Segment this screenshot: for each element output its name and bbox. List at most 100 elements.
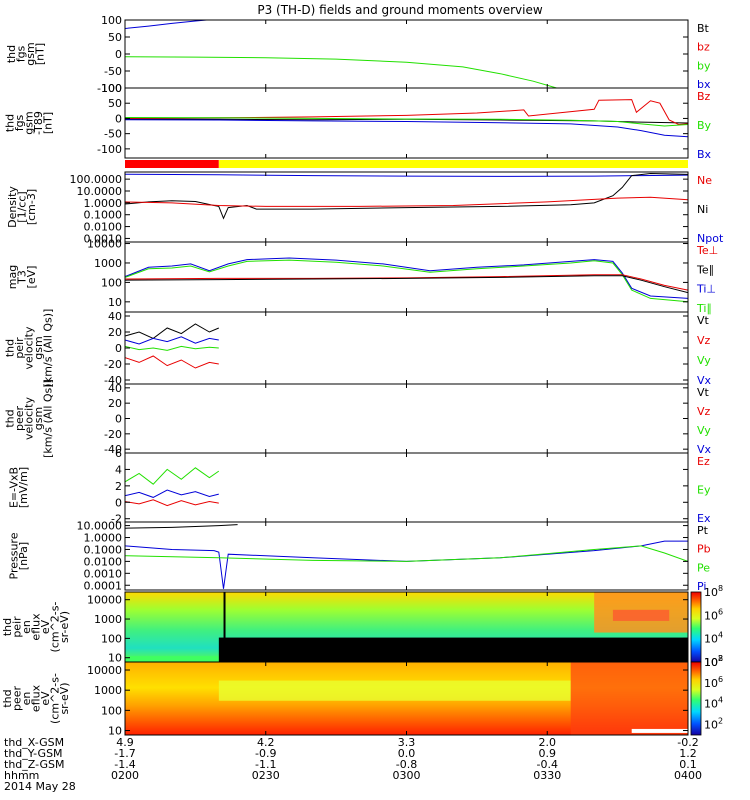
colorbar-tick-exponent: 4 bbox=[718, 696, 723, 705]
colorbar-tick-base: 10 bbox=[704, 633, 718, 646]
colorbar-tick-base: 10 bbox=[704, 719, 718, 732]
colorbar-tick-label-2: 104 bbox=[704, 631, 723, 646]
legend-peir_velocity: Vt Vz Vy Vx bbox=[697, 314, 712, 387]
y-tick-label-fgs_gsm_t89-3: -50 bbox=[104, 128, 122, 141]
x-axis-value-1-4: 1.2 bbox=[679, 747, 697, 760]
y-tick-label-pressure-3: 0.0100 bbox=[84, 555, 123, 568]
legend-entry-peer_velocity-1: Vz bbox=[697, 405, 711, 418]
legend-efield: Ez Ey Ex bbox=[697, 455, 711, 525]
series-line-temperature-3 bbox=[125, 275, 688, 294]
y-tick-label-fgs_gsm_t89-2: 0 bbox=[115, 112, 122, 125]
heatmap-noise-floor bbox=[218, 637, 688, 662]
legend-entry-peir_velocity-3: Vx bbox=[697, 374, 712, 387]
legend-entry-pressure-3: Pi bbox=[697, 580, 706, 593]
y-axis-label-line-peer_en_eflux-4: eV bbox=[39, 691, 52, 706]
heatmap-mid-band bbox=[218, 680, 571, 701]
y-axis-label-line-efield-1: [mV/m] bbox=[17, 467, 30, 508]
y-axis-label-line-peer_en_eflux-3: eflux bbox=[30, 684, 43, 712]
y-axis-label-line-pressure-1: [nPa] bbox=[17, 542, 30, 570]
legend-entry-fgs_gsm-1: bz bbox=[697, 41, 710, 54]
heatmap-peir_en_eflux bbox=[125, 592, 688, 662]
colorbar-tick-base: 10 bbox=[704, 656, 718, 669]
x-axis-value-2-2: -0.8 bbox=[396, 758, 417, 771]
chart-title: P3 (TH-D) fields and ground moments over… bbox=[257, 3, 542, 17]
colorbar-tick-base: 10 bbox=[704, 677, 718, 690]
y-ticks-fgs_gsm: 100 50 0 -50 -100 bbox=[97, 14, 688, 95]
y-axis-label-line-peer_velocity-2: velocity bbox=[23, 397, 36, 440]
colorbar-tick-exponent: 2 bbox=[718, 654, 723, 663]
series-line-peir_velocity-2 bbox=[125, 345, 219, 351]
y-axis-label-line-peir_velocity-2: velocity bbox=[23, 326, 36, 369]
x-axis-value-0-2: 3.3 bbox=[398, 736, 416, 749]
y-axis-label-line-peer_velocity-0: thd bbox=[4, 409, 17, 427]
panel-frame bbox=[124, 171, 689, 243]
y-axis-label-line-peer_velocity-1: peer bbox=[13, 406, 26, 432]
y-tick-label-density-4: 0.0100 bbox=[84, 221, 123, 234]
y-tick-label-density-1: 10.0000 bbox=[77, 185, 123, 198]
panel-frame bbox=[124, 383, 689, 454]
x-axis-row-label-3: hhmm bbox=[4, 769, 39, 782]
series-line-temperature-2 bbox=[125, 274, 688, 291]
panel-frame bbox=[124, 241, 689, 313]
y-tick-label-efield-0: 6 bbox=[115, 447, 122, 460]
colorbar-tick-exponent: 6 bbox=[718, 607, 723, 616]
x-axis-value-1-0: -1.7 bbox=[114, 747, 135, 760]
y-axis-label-line-peer_velocity-4: [km/s (All Qs)] bbox=[42, 379, 55, 458]
series-line-pressure-2 bbox=[125, 545, 688, 562]
y-axis-label-line-peir_velocity-0: thd bbox=[4, 339, 17, 357]
colorbar-tick-label-1: 106 bbox=[704, 607, 723, 622]
panel-frame bbox=[124, 19, 689, 89]
series-group-density bbox=[125, 172, 688, 220]
x-axis-value-1-1: -0.9 bbox=[255, 747, 276, 760]
y-axis-label-line-peir_velocity-4: [km/s (All Qs)] bbox=[42, 309, 55, 388]
y-tick-label-density-3: 0.1000 bbox=[84, 209, 123, 222]
panel-frame bbox=[124, 452, 689, 523]
series-line-density-1 bbox=[125, 172, 688, 220]
colorbar-scale bbox=[690, 661, 702, 736]
y-axis-label-line-peir_velocity-1: peir bbox=[13, 337, 26, 359]
y-tick-label-temperature-1: 1000 bbox=[94, 257, 122, 270]
y-axis-label-line-efield-0: E=-VxB bbox=[7, 467, 20, 508]
legend-entry-temperature-2: Ti⊥ bbox=[696, 283, 716, 296]
y-tick-label-fgs_gsm-4: -100 bbox=[97, 82, 122, 95]
y-axis-label-line-peer_en_eflux-0: thd bbox=[1, 689, 14, 707]
panel-density: Ne Ni Npot 100.000010.00001.00000.10000.010… bbox=[6, 171, 724, 245]
y-ticks-peir_velocity: 40 20 0 -20 -40 bbox=[104, 310, 688, 387]
colorbar-tick-base: 10 bbox=[704, 698, 718, 711]
series-line-peir_velocity-3 bbox=[125, 355, 219, 369]
series-line-pressure-1 bbox=[125, 540, 688, 589]
y-tick-label-peer_velocity-0: 40 bbox=[108, 382, 122, 395]
series-line-fgs_gsm-1 bbox=[125, 56, 557, 88]
legend-entry-fgs_gsm_t89-0: Bz bbox=[697, 90, 711, 103]
series-line-pressure-0 bbox=[125, 524, 238, 529]
colorbar-tick-base: 10 bbox=[704, 609, 718, 622]
y-tick-label-efield-3: 0 bbox=[115, 496, 122, 509]
y-axis-label-line-peer_en_eflux-1: peer bbox=[11, 686, 24, 712]
y-tick-label-pressure-5: 0.0001 bbox=[84, 579, 123, 592]
heatmap-low-band bbox=[125, 656, 219, 662]
series-line-fgs_gsm_t89-1 bbox=[125, 99, 688, 126]
heatmap-peer_en_eflux bbox=[125, 662, 688, 735]
legend-entry-fgs_gsm-2: by bbox=[697, 59, 711, 72]
panel-frame bbox=[124, 521, 689, 591]
x-axis-footer: thd_X-GSM 4.9 4.2 3.3 2.0 -0.2 thd_Y-GSM -1.7 -0… bbox=[4, 736, 702, 793]
x-axis-value-1-2: 0.0 bbox=[398, 747, 416, 760]
y-tick-label-pressure-0: 10.0000 bbox=[77, 520, 123, 533]
y-ticks-fgs_gsm_t89: 100 50 0 -50 -100 bbox=[97, 82, 688, 156]
y-tick-label-peir_velocity-4: -40 bbox=[104, 374, 122, 387]
y-axis-label-line-peir_en_eflux-4: eV bbox=[39, 619, 52, 634]
heatmap-dropout bbox=[223, 592, 226, 662]
y-tick-label-temperature-3: 10 bbox=[108, 296, 122, 309]
date-label: 2014 May 28 bbox=[4, 780, 76, 793]
panel-peer_en_eflux: 10810610410210000100010010thdpeereneflux… bbox=[1, 654, 723, 738]
y-axis-label-line-peir_en_eflux-2: en bbox=[20, 620, 33, 634]
y-axis-label-line-fgs_gsm_t89-4: [nT] bbox=[42, 112, 55, 134]
y-axis-label-line-fgs_gsm-1: fgs bbox=[14, 45, 27, 62]
legend-entry-density-2: Npot bbox=[697, 232, 724, 245]
